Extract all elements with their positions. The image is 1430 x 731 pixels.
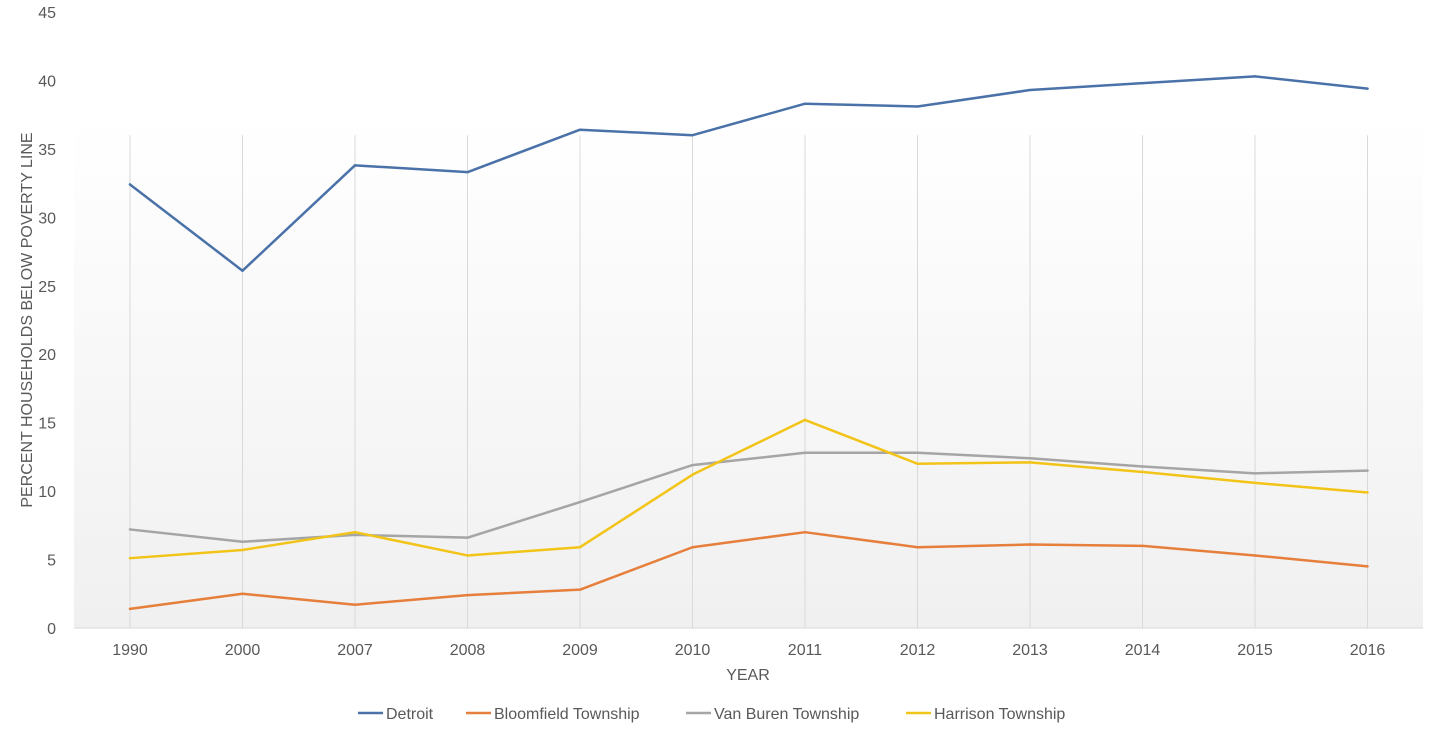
data-point-detroit bbox=[466, 170, 469, 174]
x-tick-label: 1990 bbox=[112, 642, 148, 659]
legend-label: Detroit bbox=[386, 706, 434, 723]
data-point-van-buren-township bbox=[466, 536, 469, 539]
plot-background bbox=[74, 118, 1423, 628]
data-point-harrison-township bbox=[1141, 470, 1144, 474]
data-point-harrison-township bbox=[1028, 461, 1032, 464]
x-tick-label: 2000 bbox=[225, 642, 261, 659]
y-tick-label: 20 bbox=[38, 347, 56, 364]
data-point-detroit bbox=[241, 269, 244, 272]
data-point-detroit bbox=[691, 134, 694, 137]
data-point-detroit bbox=[1028, 88, 1032, 92]
data-point-van-buren-township bbox=[578, 500, 582, 504]
data-point-detroit bbox=[1253, 75, 1257, 78]
data-point-van-buren-township bbox=[803, 451, 807, 454]
data-point-detroit bbox=[916, 105, 919, 108]
data-point-harrison-township bbox=[691, 473, 694, 476]
y-tick-label: 15 bbox=[38, 416, 56, 433]
data-point-van-buren-township bbox=[1253, 472, 1257, 475]
data-point-detroit bbox=[578, 128, 582, 131]
data-point-bloomfield-township bbox=[241, 592, 244, 595]
data-point-detroit bbox=[1366, 87, 1369, 90]
y-tick-label: 40 bbox=[38, 73, 56, 90]
data-point-bloomfield-township bbox=[916, 546, 919, 549]
data-point-van-buren-township bbox=[1028, 457, 1032, 460]
data-point-harrison-township bbox=[353, 530, 357, 534]
data-point-van-buren-township bbox=[241, 540, 244, 543]
x-tick-label: 2014 bbox=[1125, 642, 1161, 659]
series-line-harrison-township bbox=[128, 418, 1369, 560]
data-point-harrison-township bbox=[1253, 481, 1257, 485]
x-tick-label: 2013 bbox=[1012, 642, 1048, 659]
data-point-harrison-township bbox=[578, 546, 582, 549]
x-tick-label: 2011 bbox=[788, 642, 823, 659]
data-point-van-buren-township bbox=[128, 528, 132, 531]
y-axis-title: PERCENT HOUSEHOLDS BELOW POVERTY LINE bbox=[19, 132, 36, 507]
data-point-bloomfield-township bbox=[128, 607, 132, 611]
legend-label: Van Buren Township bbox=[714, 706, 859, 723]
data-point-van-buren-township bbox=[916, 451, 919, 454]
data-point-bloomfield-township bbox=[1141, 544, 1144, 548]
data-point-harrison-township bbox=[241, 548, 244, 552]
x-axis-title: YEAR bbox=[726, 667, 770, 684]
legend-label: Bloomfield Township bbox=[494, 706, 640, 723]
legend-item-detroit: Detroit bbox=[358, 706, 434, 723]
x-tick-label: 2007 bbox=[337, 642, 373, 659]
data-point-van-buren-township bbox=[1141, 465, 1144, 468]
x-axis-ticks: 1990 2000 2007 2008 2009 2010 2011 2012 2013 2014… bbox=[112, 642, 1385, 659]
x-tick-label: 2008 bbox=[450, 642, 486, 659]
data-point-bloomfield-township bbox=[1253, 554, 1257, 557]
data-point-detroit bbox=[353, 164, 357, 167]
legend: Detroit Bloomfield Township Van Buren Town… bbox=[358, 706, 1065, 723]
data-point-detroit bbox=[128, 183, 132, 186]
data-point-detroit bbox=[1141, 81, 1144, 85]
y-tick-label: 25 bbox=[38, 279, 56, 296]
legend-item-harrison-township: Harrison Township bbox=[906, 706, 1065, 723]
data-point-bloomfield-township bbox=[353, 603, 357, 606]
y-tick-label: 0 bbox=[47, 621, 56, 638]
legend-item-van-buren-township: Van Buren Township bbox=[686, 706, 859, 723]
data-point-harrison-township bbox=[1366, 491, 1369, 494]
data-point-van-buren-township bbox=[353, 533, 357, 537]
y-tick-label: 35 bbox=[38, 142, 56, 159]
x-tick-label: 2009 bbox=[562, 642, 598, 659]
data-point-harrison-township bbox=[466, 554, 469, 557]
legend-label: Harrison Township bbox=[934, 706, 1065, 723]
y-tick-label: 5 bbox=[47, 553, 56, 570]
legend-item-bloomfield-township: Bloomfield Township bbox=[466, 706, 640, 723]
y-axis-ticks: 0 5 10 15 20 25 30 35 40 45 bbox=[38, 5, 56, 638]
y-tick-label: 10 bbox=[38, 484, 56, 501]
series-line-detroit bbox=[128, 75, 1369, 272]
x-tick-label: 2012 bbox=[900, 642, 936, 659]
data-point-harrison-township bbox=[128, 556, 132, 560]
series-lines bbox=[128, 75, 1369, 611]
data-point-van-buren-township bbox=[691, 463, 694, 467]
data-point-bloomfield-township bbox=[578, 588, 582, 591]
data-point-harrison-township bbox=[803, 418, 807, 422]
data-point-bloomfield-township bbox=[691, 546, 694, 549]
data-point-harrison-township bbox=[916, 462, 919, 465]
data-point-bloomfield-township bbox=[1366, 565, 1369, 568]
y-tick-label: 30 bbox=[38, 210, 56, 227]
data-point-bloomfield-township bbox=[803, 530, 807, 534]
data-point-bloomfield-township bbox=[1028, 543, 1032, 546]
data-point-detroit bbox=[803, 102, 807, 105]
x-tick-label: 2015 bbox=[1237, 642, 1273, 659]
y-tick-label: 45 bbox=[38, 5, 56, 22]
series-line-bloomfield-township bbox=[128, 530, 1369, 611]
data-point-bloomfield-township bbox=[466, 593, 469, 597]
data-point-van-buren-township bbox=[1366, 469, 1369, 472]
x-tick-label: 2010 bbox=[675, 642, 711, 659]
x-tick-label: 2016 bbox=[1350, 642, 1386, 659]
